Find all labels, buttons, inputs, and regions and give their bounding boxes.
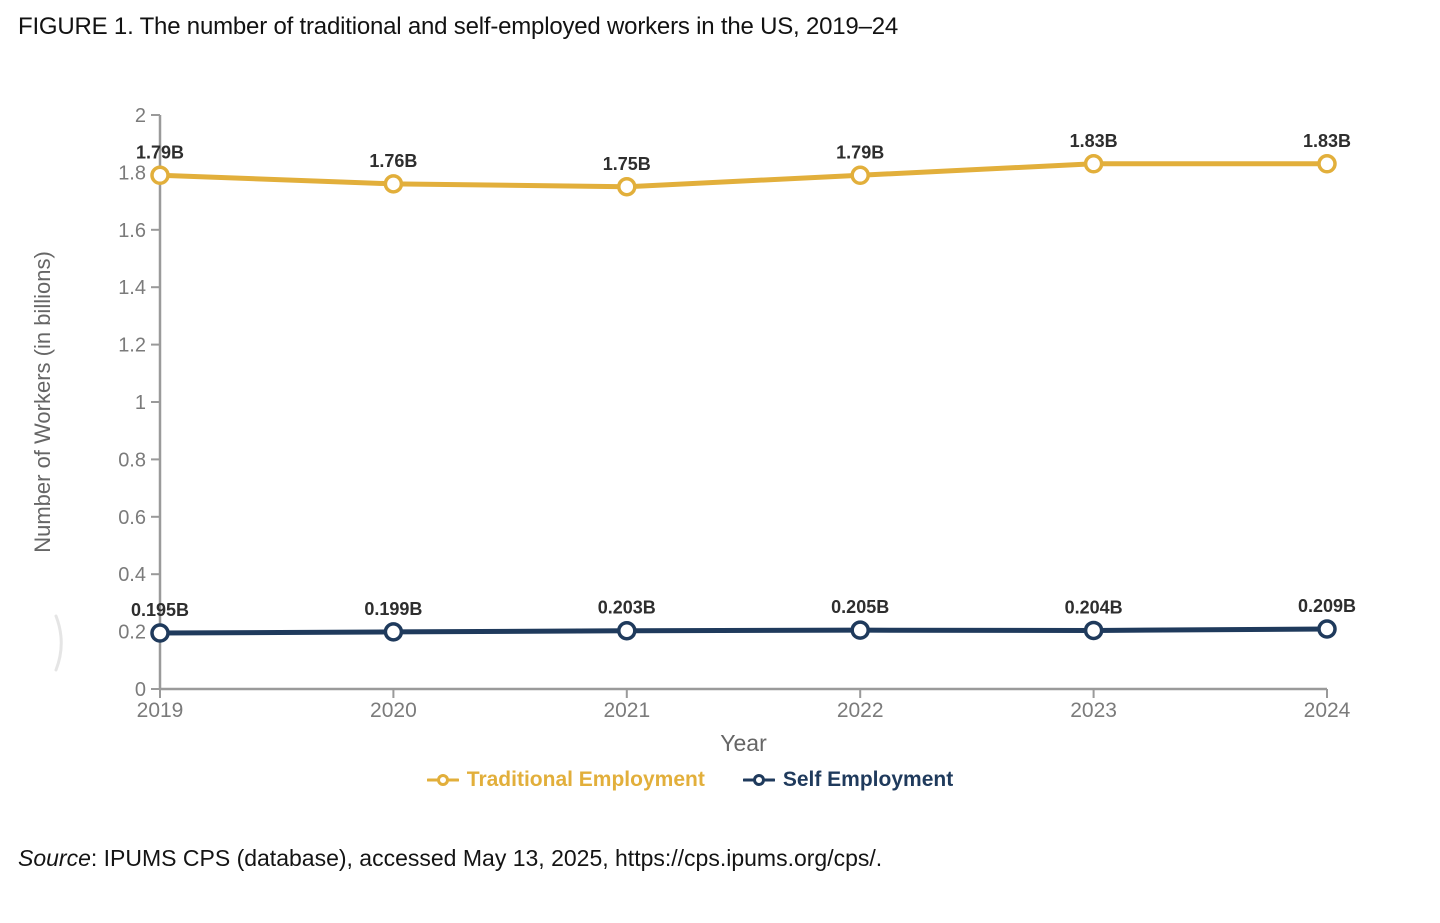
- y-tick-label: 1.4: [118, 277, 146, 299]
- series-line: [157, 161, 1330, 190]
- source-word: Source: [18, 845, 91, 871]
- data-point: [1317, 154, 1337, 174]
- data-point: [1083, 620, 1104, 641]
- data-point: [850, 620, 870, 640]
- line-chart: 0 0.2 0.4 0.6 0.8 1 1.2 1.4 1.6 1.8 2 2019 2020 2021 2…: [30, 105, 1356, 756]
- data-label: 0.204B: [1065, 597, 1123, 617]
- data-label: 1.83B: [1070, 131, 1118, 151]
- data-label: 0.205B: [831, 597, 889, 617]
- data-label: 0.195B: [131, 600, 189, 620]
- chart-legend: Traditional Employment Self Employment: [0, 768, 1380, 792]
- y-tick-label: 1.2: [118, 335, 146, 357]
- legend-line-dot-icon: [426, 774, 459, 786]
- data-point: [617, 177, 637, 197]
- x-tick-label: 2024: [1304, 699, 1351, 722]
- data-point: [617, 620, 637, 641]
- x-axis-title: Year: [720, 730, 767, 756]
- x-tick-label: 2020: [370, 699, 417, 722]
- data-point: [1317, 619, 1337, 639]
- data-point: [150, 165, 170, 186]
- data-label: 1.83B: [1303, 131, 1351, 151]
- data-label: 1.79B: [836, 142, 884, 162]
- y-tick-label: 0.4: [118, 564, 146, 586]
- y-tick-label: 0.8: [118, 449, 146, 471]
- y-tick-label: 1.6: [118, 220, 146, 242]
- x-tick-label: 2021: [603, 699, 650, 722]
- y-tick-label: 2: [135, 105, 146, 127]
- legend-label-traditional: Traditional Employment: [466, 768, 705, 791]
- legend-line-dot-icon: [742, 774, 775, 786]
- x-tick-label: 2023: [1070, 699, 1117, 722]
- data-label: 0.209B: [1298, 596, 1356, 616]
- figure-title: FIGURE 1. The number of traditional and …: [18, 13, 899, 40]
- faint-artifact: [54, 614, 63, 672]
- x-tick-label: 2022: [837, 699, 884, 722]
- data-point: [850, 165, 870, 186]
- y-tick-label: 1.8: [118, 162, 146, 184]
- y-axis-title: Number of Workers (in billions): [30, 251, 55, 553]
- data-label: 0.203B: [598, 598, 656, 618]
- y-tick-label: 0.6: [118, 507, 146, 529]
- data-label: 1.79B: [136, 142, 184, 162]
- legend-item: Self Employment: [742, 768, 954, 792]
- y-tick-label: 0: [135, 679, 146, 701]
- x-tick-label: 2019: [137, 699, 184, 722]
- legend-label-self: Self Employment: [782, 768, 954, 791]
- y-tick-label: 1: [135, 392, 146, 414]
- source-text: : IPUMS CPS (database), accessed May 13,…: [90, 845, 883, 871]
- series-line: [157, 626, 1330, 636]
- data-label: 1.75B: [603, 154, 651, 174]
- data-label: 0.199B: [364, 599, 422, 619]
- y-tick-label: 0.2: [118, 622, 146, 644]
- data-point: [1083, 154, 1104, 174]
- data-point: [383, 622, 404, 642]
- data-point: [383, 174, 404, 194]
- source-note: Source: IPUMS CPS (database), accessed M…: [18, 845, 882, 872]
- data-point: [150, 623, 170, 643]
- data-label: 1.76B: [369, 151, 417, 171]
- legend-item: Traditional Employment: [426, 768, 705, 792]
